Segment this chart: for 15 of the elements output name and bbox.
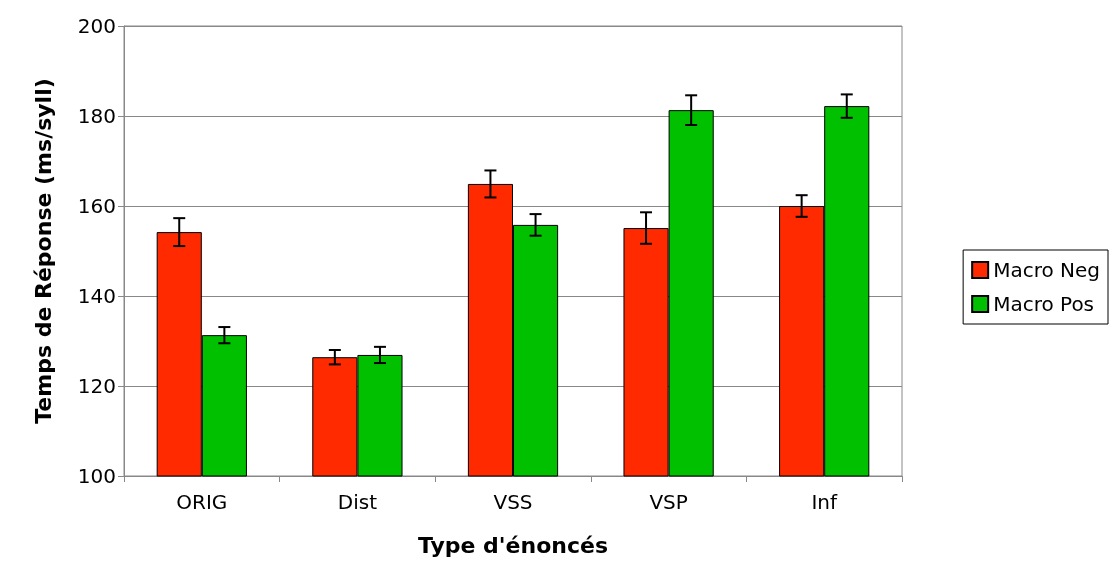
x-tick-label: VSP	[649, 490, 688, 514]
y-tick-label: 180	[77, 104, 116, 128]
y-tick-label: 160	[77, 194, 116, 218]
y-axis-title: Temps de Réponse (ms/syll)	[30, 78, 56, 424]
legend-label: Macro Neg	[993, 258, 1101, 282]
x-tick-label: VSS	[493, 490, 533, 514]
y-tick-label: 120	[77, 374, 116, 398]
y-tick-label: 100	[77, 464, 116, 488]
y-tick-label: 200	[77, 14, 116, 38]
legend-label: Macro Pos	[993, 292, 1095, 316]
x-tick-label: Inf	[811, 490, 838, 514]
x-tick-label: ORIG	[176, 490, 228, 514]
x-axis-title: Type d'énoncés	[418, 532, 608, 558]
y-tick-label: 140	[77, 284, 116, 308]
x-tick-label: Dist	[337, 490, 378, 514]
